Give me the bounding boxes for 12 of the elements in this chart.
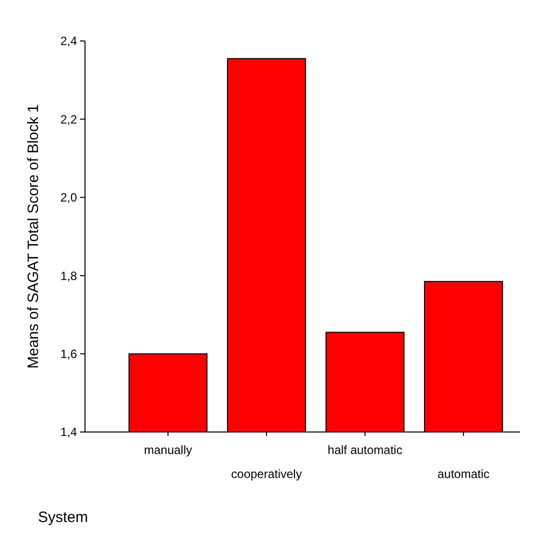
y-tick-label: 2,0	[60, 190, 78, 205]
y-tick-label: 1,6	[60, 347, 78, 361]
y-tick-label: 2,2	[60, 112, 78, 126]
x-axis-title: System	[38, 509, 88, 526]
y-tick-label: 1,8	[60, 268, 78, 283]
x-tick-label: half automatic	[328, 443, 402, 457]
y-tick-label: 1,4	[60, 425, 78, 440]
x-tick-label: automatic	[437, 467, 490, 481]
y-tick-label: 2,4	[60, 34, 78, 48]
y-axis-title: Means of SAGAT Total Score of Block 1	[25, 104, 42, 369]
x-tick-label: manually	[144, 443, 192, 457]
x-tick-label: cooperatively	[231, 467, 302, 481]
